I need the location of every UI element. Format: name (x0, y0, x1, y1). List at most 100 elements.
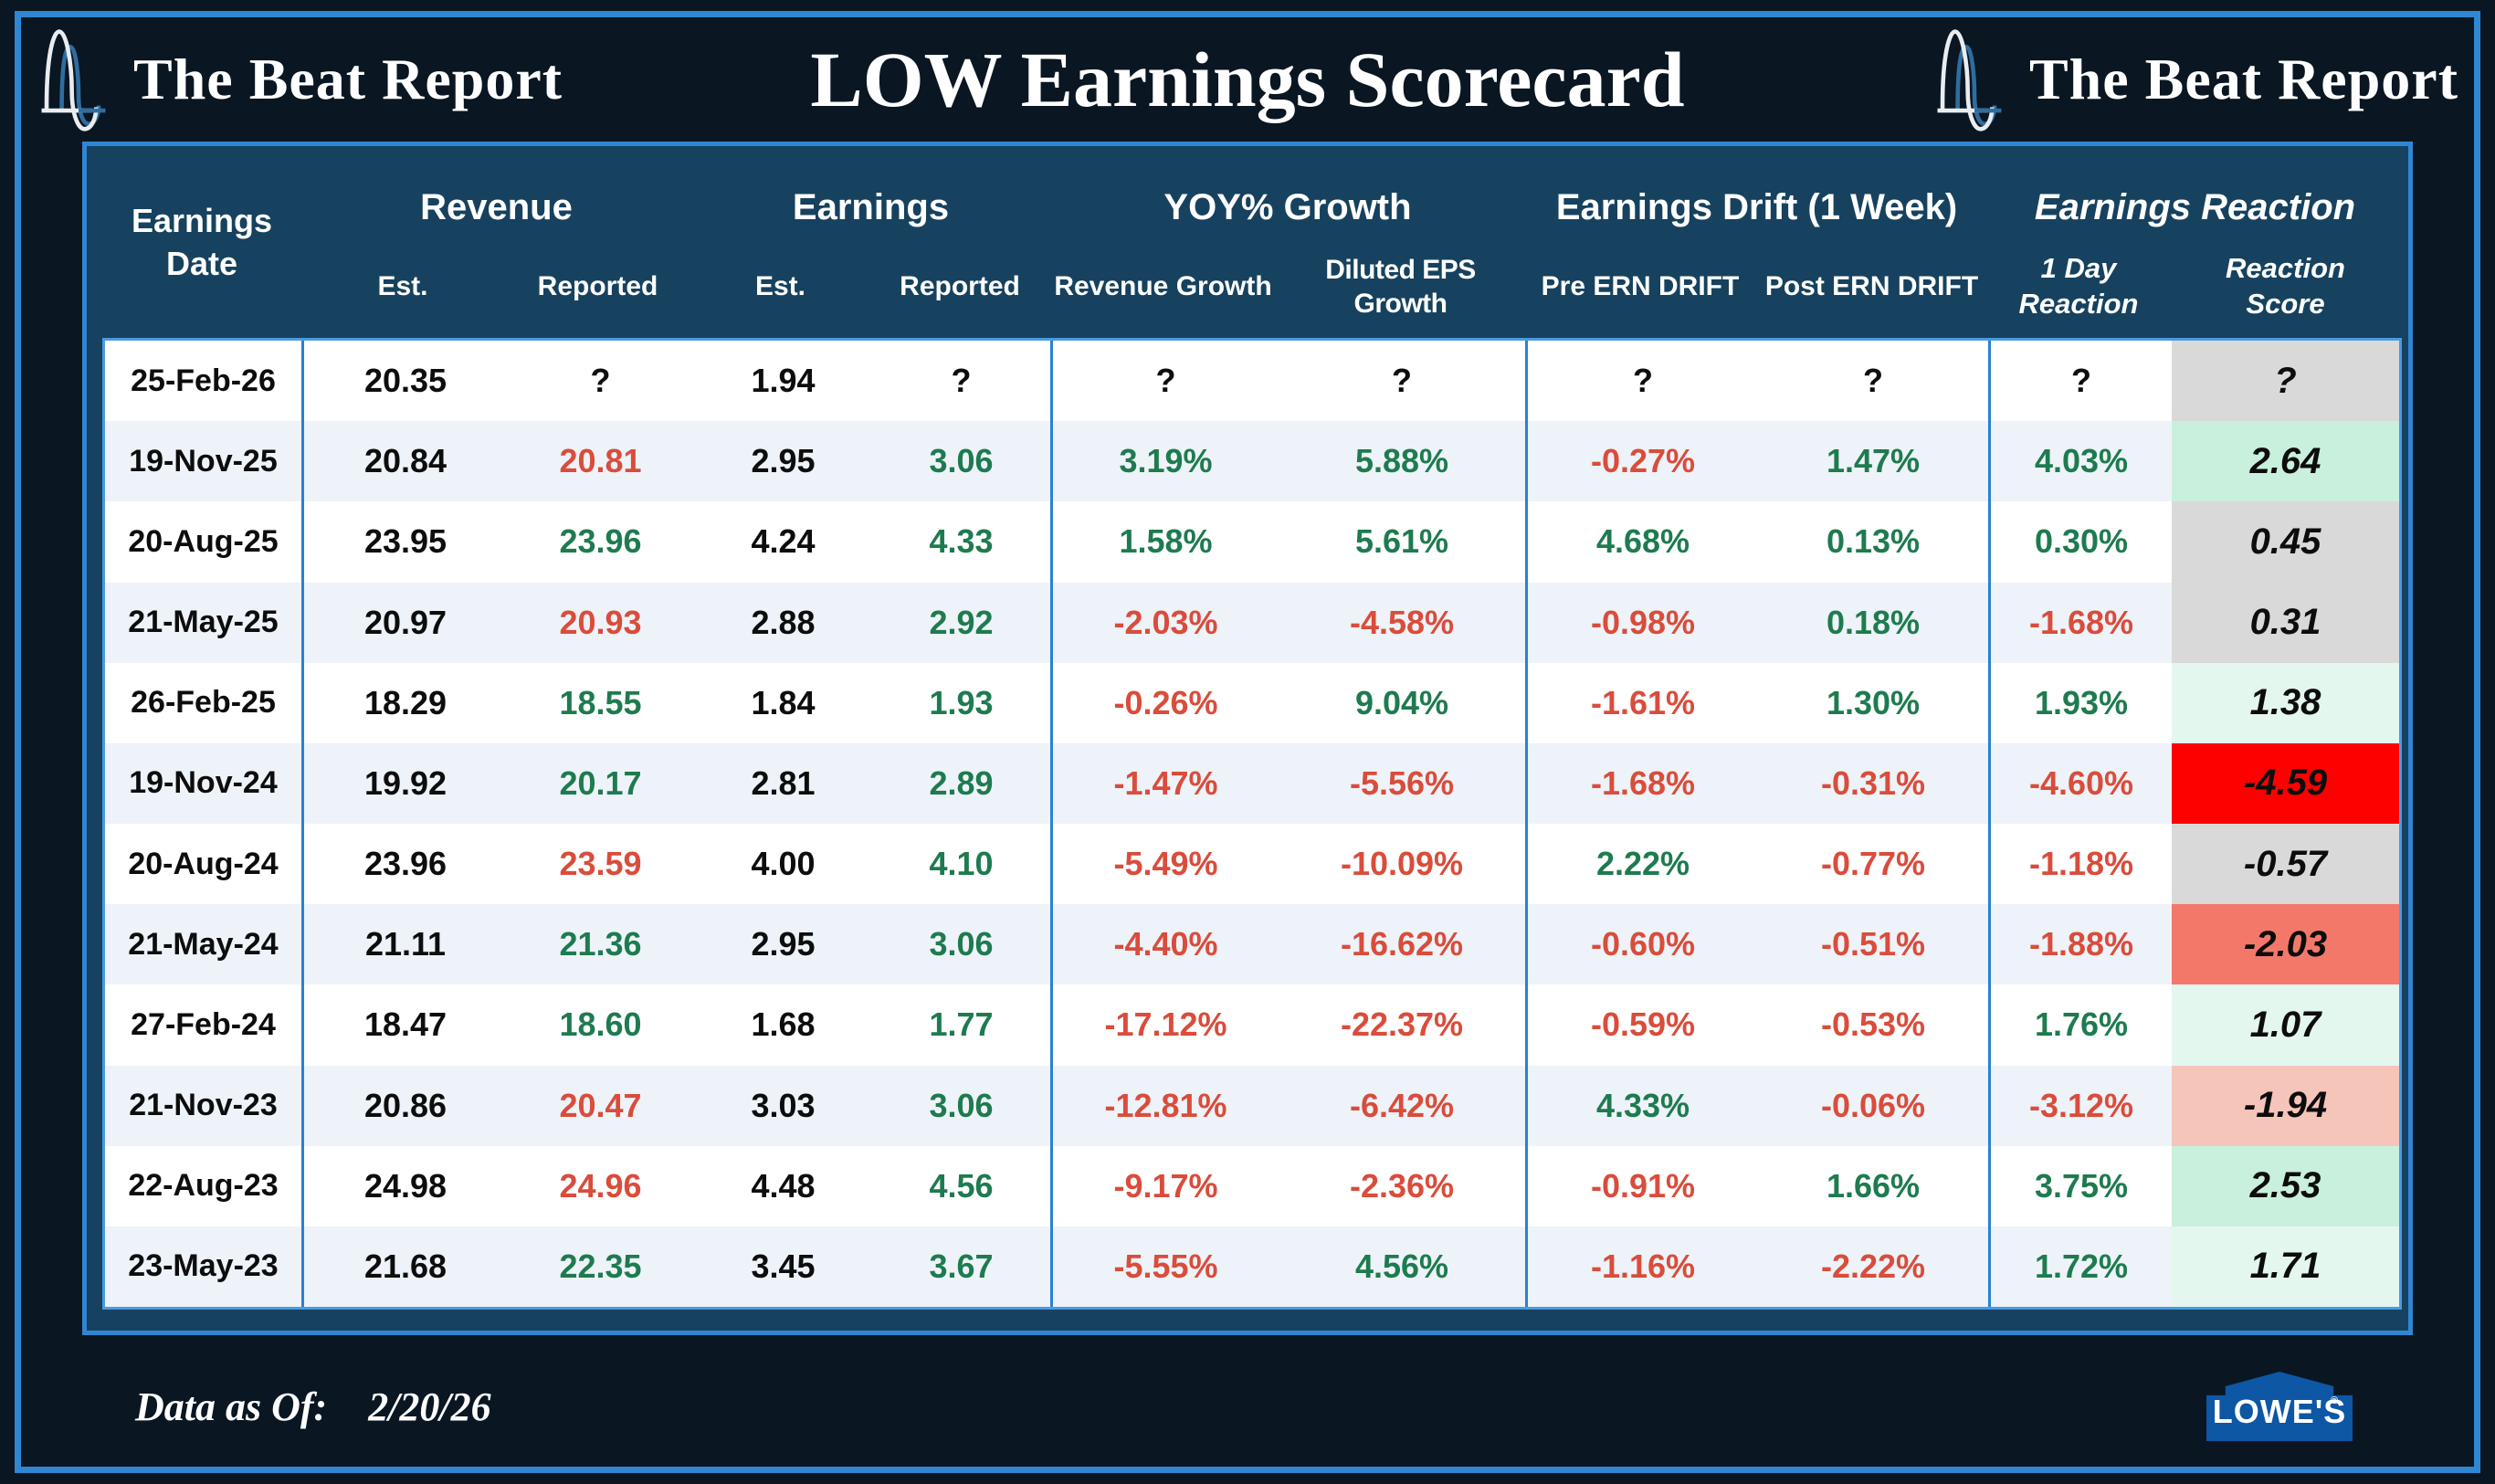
group-header-earnings-reaction: Earnings Reaction (2034, 186, 2356, 227)
table-cell: -4.60% (2028, 763, 2134, 802)
earnings-date-cell: 20-Aug-24 (105, 824, 304, 905)
table-cell: 1.94 (751, 362, 816, 400)
table-cell: 2.53 (2172, 1145, 2399, 1226)
table-cell: 2.64 (2172, 421, 2399, 502)
table-cell: ? (590, 362, 611, 400)
table-cell: -1.16% (1590, 1247, 1696, 1285)
table-cell: 3.19% (1119, 442, 1213, 480)
table-cell: -0.06% (1758, 1065, 1991, 1146)
table-cell: -0.51% (1758, 904, 1991, 985)
table-cell: 0.30% (2034, 522, 2129, 561)
table-cell: 2.95 (751, 442, 816, 480)
table-cell: -2.03% (1113, 603, 1218, 641)
column-header-revenue-growth: Revenue Growth (1054, 271, 1272, 302)
table-cell: 4.56% (1279, 1226, 1528, 1308)
table-cell: ? (872, 341, 1053, 422)
table-cell: -12.81% (1104, 1086, 1227, 1124)
table-cell: 0.45 (2172, 501, 2399, 583)
table-cell: 1.71 (2172, 1226, 2399, 1308)
column-header-pre-ern-drift: Pre ERN DRIFT (1541, 271, 1740, 302)
table-cell: 2.88 (751, 603, 816, 641)
table-cell: -4.40% (1113, 925, 1218, 963)
table-cell: 3.06 (872, 1065, 1053, 1146)
table-cell: ? (1758, 341, 1991, 422)
table-cell: 1.58% (1119, 522, 1213, 561)
table-cell: -0.59% (1590, 1005, 1696, 1044)
table-cell: -0.53% (1758, 984, 1991, 1066)
registered-trademark-icon: ® (2330, 1395, 2338, 1406)
table-cell: 20.81 (559, 442, 642, 480)
lowes-logo: LOWE'S ® (2206, 1372, 2353, 1441)
table-cell: -22.37% (1279, 984, 1528, 1066)
table-cell: 18.47 (363, 1005, 447, 1044)
table-cell: 18.29 (363, 683, 447, 721)
group-header-earnings-drift: Earnings Drift (1 Week) (1555, 186, 1958, 227)
table-cell: ? (1633, 362, 1653, 400)
table-cell: 2.92 (872, 582, 1053, 663)
column-header-revenue-reported: Reported (537, 271, 658, 302)
table-row: 21-May-25 20.97 20.93 2.88 2.92 -2.03% -4.58% -… (105, 582, 2399, 663)
table-cell: 21.36 (559, 925, 642, 963)
table-cell: 19.92 (363, 763, 447, 802)
brand-right: The Beat Report (1874, 24, 2458, 135)
group-header-earnings: Earnings (792, 186, 950, 227)
column-header-post-ern-drift: Post ERN DRIFT (1764, 271, 1979, 302)
table-cell: 2.81 (751, 763, 816, 802)
table-row: 26-Feb-25 18.29 18.55 1.84 1.93 -0.26% 9.04% -1… (105, 662, 2399, 743)
table-cell: 24.98 (363, 1166, 447, 1205)
earnings-date-cell: 26-Feb-25 (105, 662, 304, 743)
table-cell: 5.61% (1279, 501, 1528, 583)
table-cell: 4.33% (1595, 1086, 1690, 1124)
column-header-earnings-reported: Reported (900, 271, 1020, 302)
table-row: 19-Nov-24 19.92 20.17 2.81 2.89 -1.47% -5.56% -… (105, 742, 2399, 825)
table-cell: 4.00 (751, 845, 816, 883)
table-row: 20-Aug-24 23.96 23.59 4.00 4.10 -5.49% -10.09%… (105, 824, 2399, 905)
earnings-date-cell: 21-May-25 (105, 582, 304, 663)
table-cell: -1.47% (1113, 763, 1218, 802)
column-header-diluted-eps-growth: Diluted EPS Growth (1325, 254, 1476, 320)
table-cell: 9.04% (1279, 662, 1528, 743)
table-cell: -4.58% (1279, 582, 1528, 663)
table-row: 23-May-23 21.68 22.35 3.45 3.67 -5.55% 4.56% -1… (105, 1226, 2399, 1308)
column-header-earnings-date: Earnings Date (131, 202, 273, 282)
table-cell: -2.36% (1279, 1145, 1528, 1226)
table-cell: 1.93 (872, 662, 1053, 743)
table-cell: 1.77 (872, 984, 1053, 1066)
table-cell: 22.35 (559, 1247, 642, 1285)
table-cell: 20.93 (559, 603, 642, 641)
table-cell: 20.17 (559, 763, 642, 802)
table-row: 21-Nov-23 20.86 20.47 3.03 3.06 -12.81% -6.42%… (105, 1065, 2399, 1146)
table-cell: 3.06 (872, 904, 1053, 985)
table-cell: -17.12% (1104, 1005, 1227, 1044)
brand-name: The Beat Report (2028, 47, 2458, 111)
table-cell: -10.09% (1279, 824, 1528, 905)
table-cell: 3.45 (751, 1247, 816, 1285)
table-cell: 23.59 (559, 845, 642, 883)
table-cell: -0.26% (1113, 683, 1218, 721)
table-cell: -1.68% (2028, 603, 2134, 641)
table-cell: 1.47% (1758, 421, 1991, 502)
column-header-reaction-score: Reaction Score (2226, 252, 2345, 320)
table-cell: 0.18% (1758, 582, 1991, 663)
earnings-date-cell: 21-May-24 (105, 904, 304, 985)
table-cell: -5.56% (1279, 742, 1528, 825)
table-cell: -16.62% (1279, 904, 1528, 985)
table-cell: -0.98% (1590, 603, 1696, 641)
table-row: 27-Feb-24 18.47 18.60 1.68 1.77 -17.12% -22.37… (105, 984, 2399, 1066)
table-cell: 1.66% (1758, 1145, 1991, 1226)
page-title: LOW Earnings Scorecard (810, 36, 1685, 123)
table-row: 25-Feb-26 20.35? 1.94??????? (105, 341, 2399, 422)
table-cell: 3.75% (2034, 1166, 2129, 1205)
earnings-date-cell: 20-Aug-25 (105, 501, 304, 583)
table-cell: 2.22% (1595, 845, 1690, 883)
table-cell: 0.31 (2172, 582, 2399, 663)
beat-wave-icon (41, 29, 106, 132)
table-cell: 2.89 (872, 742, 1053, 825)
earnings-date-cell: 23-May-23 (105, 1226, 304, 1308)
table-cell: 1.72% (2034, 1247, 2129, 1285)
table-cell: 5.88% (1279, 421, 1528, 502)
table-cell: -3.12% (2028, 1086, 2134, 1124)
data-as-of-date: 2/20/26 (368, 1384, 491, 1429)
data-as-of: Data as Of: 2/20/26 (135, 1384, 491, 1430)
group-header-revenue: Revenue (420, 186, 573, 227)
